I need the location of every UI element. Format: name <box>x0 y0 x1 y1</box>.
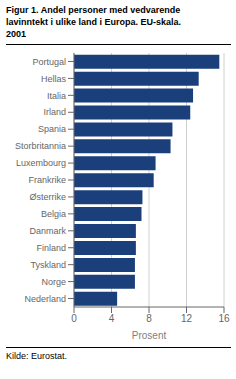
svg-text:Belgia: Belgia <box>41 209 66 219</box>
svg-text:Italia: Italia <box>47 91 66 101</box>
svg-text:Norge: Norge <box>41 277 66 287</box>
svg-text:12: 12 <box>181 313 193 324</box>
svg-text:0: 0 <box>71 313 77 324</box>
svg-text:16: 16 <box>218 313 228 324</box>
svg-text:Danmark: Danmark <box>29 226 66 236</box>
svg-text:Irland: Irland <box>43 107 66 117</box>
html-text:Figur 1. Andel personer med ve: Figur 1. Andel personer med vedvarende l… <box>6 5 182 39</box>
svg-text:8: 8 <box>146 313 152 324</box>
svg-text:Prosent: Prosent <box>132 330 167 341</box>
svg-text:Tyskland: Tyskland <box>30 260 66 270</box>
svg-text:Portugal: Portugal <box>32 57 66 67</box>
svg-text:Storbritannia: Storbritannia <box>15 141 66 151</box>
svg-text:Østerrike: Østerrike <box>29 192 66 202</box>
svg-text:Spania: Spania <box>38 124 66 134</box>
svg-text:Hellas: Hellas <box>41 74 67 84</box>
svg-text:Finland: Finland <box>36 243 66 253</box>
svg-text:4: 4 <box>109 313 115 324</box>
svg-text:Nederland: Nederland <box>24 294 66 304</box>
html-text:Kilde: Eurostat.: Kilde: Eurostat. <box>6 351 67 361</box>
svg-text:Luxembourg: Luxembourg <box>16 158 66 168</box>
svg-text:Frankrike: Frankrike <box>28 175 66 185</box>
